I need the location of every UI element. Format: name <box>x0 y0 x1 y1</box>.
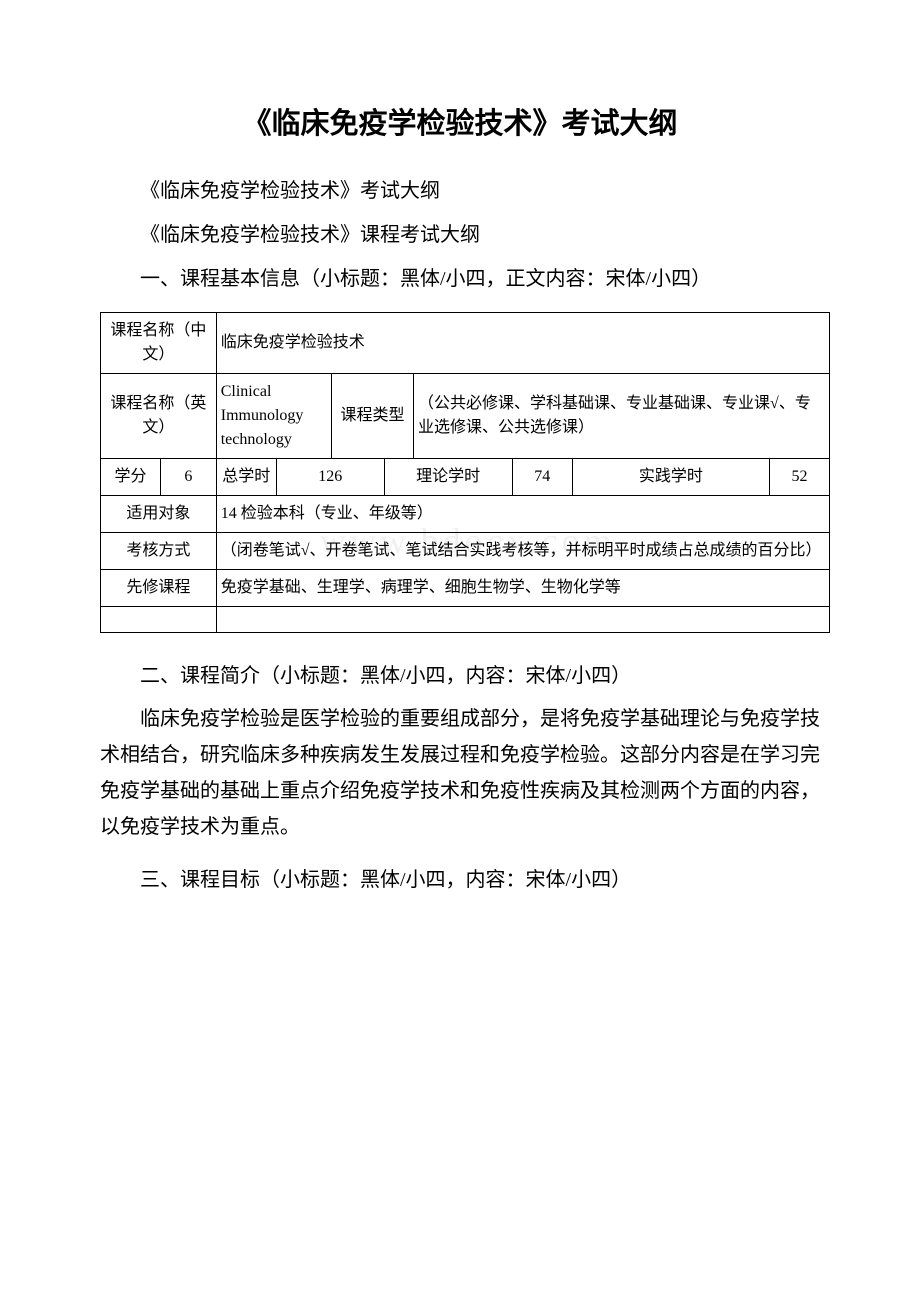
credit-value: 6 <box>161 459 217 496</box>
target-label: 适用对象 <box>101 496 217 533</box>
credit-label: 学分 <box>101 459 161 496</box>
course-name-cn-label: 课程名称（中文） <box>101 313 217 374</box>
table-row: 适用对象 14 检验本科（专业、年级等） <box>101 496 830 533</box>
intro-line-1: 《临床免疫学检验技术》考试大纲 <box>100 172 820 210</box>
table-row: 考核方式 （闭卷笔试√、开卷笔试、笔试结合实践考核等，并标明平时成绩占总成绩的百… <box>101 533 830 570</box>
course-info-table: 课程名称（中文） 临床免疫学检验技术 课程名称（英文） Clinical Imm… <box>100 312 830 633</box>
total-hours-label: 总学时 <box>216 459 276 496</box>
total-hours-value: 126 <box>276 459 384 496</box>
target-value: 14 检验本科（专业、年级等） <box>216 496 829 533</box>
section-1-heading: 一、课程基本信息（小标题：黑体/小四，正文内容：宋体/小四） <box>100 260 820 298</box>
course-type-value: （公共必修课、学科基础课、专业基础课、专业课√、专业选修课、公共选修课） <box>414 374 830 459</box>
course-name-en-value: Clinical Immunology technology <box>216 374 331 459</box>
assessment-label: 考核方式 <box>101 533 217 570</box>
theory-hours-value: 74 <box>512 459 572 496</box>
section-2-heading: 二、课程简介（小标题：黑体/小四，内容：宋体/小四） <box>100 657 820 695</box>
section-1-heading-text: 一、课程基本信息（小标题：黑体/小四，正文内容：宋体/小四） <box>140 268 711 290</box>
assessment-value: （闭卷笔试√、开卷笔试、笔试结合实践考核等，并标明平时成绩占总成绩的百分比） <box>216 533 829 570</box>
practice-hours-value: 52 <box>770 459 830 496</box>
document-content: 《临床免疫学检验技术》考试大纲 《临床免疫学检验技术》考试大纲 《临床免疫学检验… <box>100 100 820 899</box>
table-row: 课程名称（中文） 临床免疫学检验技术 <box>101 313 830 374</box>
section-3-heading: 三、课程目标（小标题：黑体/小四，内容：宋体/小四） <box>100 861 820 899</box>
course-name-en-label: 课程名称（英文） <box>101 374 217 459</box>
course-name-cn-value: 临床免疫学检验技术 <box>216 313 829 374</box>
practice-hours-label: 实践学时 <box>572 459 769 496</box>
theory-hours-label: 理论学时 <box>384 459 512 496</box>
table-empty-row <box>101 607 830 633</box>
intro-line-2: 《临床免疫学检验技术》课程考试大纲 <box>100 216 820 254</box>
table-row: 先修课程 免疫学基础、生理学、病理学、细胞生物学、生物化学等 <box>101 570 830 607</box>
document-title: 《临床免疫学检验技术》考试大纲 <box>100 100 820 142</box>
section-2-body: 临床免疫学检验是医学检验的重要组成部分，是将免疫学基础理论与免疫学技术相结合，研… <box>100 701 820 845</box>
course-type-label: 课程类型 <box>331 374 413 459</box>
table-row: 课程名称（英文） Clinical Immunology technology … <box>101 374 830 459</box>
prereq-value: 免疫学基础、生理学、病理学、细胞生物学、生物化学等 <box>216 570 829 607</box>
table-row: 学分 6 总学时 126 理论学时 74 实践学时 52 <box>101 459 830 496</box>
prereq-label: 先修课程 <box>101 570 217 607</box>
